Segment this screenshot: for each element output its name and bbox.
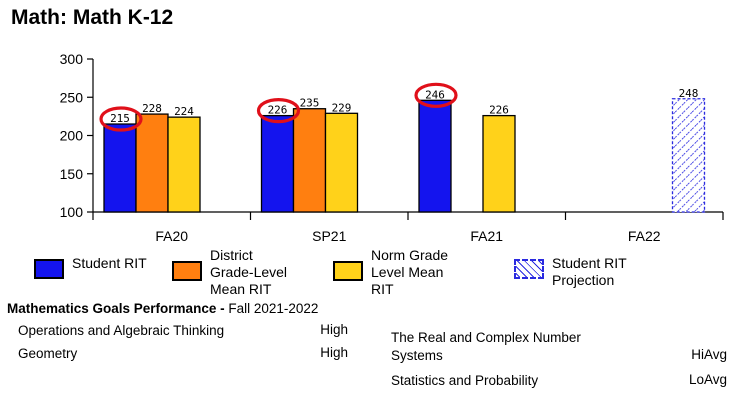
y-tick-label: 300: [60, 51, 84, 67]
legend-swatch: [172, 261, 202, 281]
data-label: 226: [268, 104, 288, 117]
chart-axes: 100 150 200 250 300 FA20 SP21 FA21 FA22: [60, 51, 724, 244]
legend-item: District Grade-Level Mean RIT: [172, 247, 287, 298]
highlight-circle: [256, 98, 301, 124]
bar: [482, 114, 516, 213]
y-tick-label: 100: [60, 204, 84, 220]
y-tick-label: 200: [60, 128, 84, 144]
goal-level: LoAvg: [688, 372, 727, 387]
legend-label: District Grade-Level Mean RIT: [210, 247, 288, 297]
goals-heading: Mathematics Goals Performance - Fall 202…: [7, 301, 318, 316]
legend-swatch: [333, 261, 363, 281]
data-label: 246: [425, 88, 445, 101]
bar: [260, 114, 295, 213]
legend-label: Student RIT: [72, 255, 147, 271]
goal-level: High: [320, 322, 348, 337]
chart-labels: 215 226 246 228 235 224 229 226 248: [99, 82, 699, 132]
legend-swatch: [34, 259, 64, 279]
data-label: 235: [300, 97, 320, 110]
goal-name: Statistics and Probability: [391, 373, 539, 388]
bar: [167, 116, 201, 213]
x-tick-label: SP21: [312, 228, 346, 244]
goal-level: HiAvg: [691, 347, 727, 362]
highlight-circle: [414, 82, 458, 108]
data-label: 248: [679, 87, 699, 100]
legend-item: Student RIT Projection: [514, 255, 627, 289]
bar: [671, 98, 706, 213]
data-label: 226: [489, 104, 509, 117]
legend-swatch: [514, 259, 544, 279]
data-label: 224: [174, 105, 194, 118]
bar: [324, 112, 359, 213]
legend-label: Norm Grade Level Mean RIT: [371, 247, 449, 297]
page-title: Math: Math K-12: [11, 6, 174, 29]
goal-level: High: [320, 345, 348, 360]
highlight-circle: [99, 106, 143, 132]
legend-item: Norm Grade Level Mean RIT: [333, 247, 448, 298]
data-label: 215: [110, 112, 130, 125]
data-label: 229: [332, 101, 352, 114]
goals-heading-title: Mathematics Goals Performance -: [7, 301, 225, 316]
x-tick-label: FA21: [470, 228, 503, 244]
y-tick-label: 250: [60, 89, 84, 105]
goal-name: Geometry: [18, 346, 78, 361]
legend-item: Student RIT: [34, 255, 147, 279]
rit-bar-chart: 100 150 200 250 300 FA20 SP21 FA21 FA22 215 226 24…: [60, 51, 724, 244]
x-tick-label: FA20: [155, 228, 188, 244]
bar: [135, 113, 169, 213]
goal-name: Operations and Algebraic Thinking: [18, 323, 225, 338]
bar: [103, 123, 137, 213]
goal-name: The Real and Complex Number Systems: [391, 330, 581, 363]
bar: [418, 99, 452, 213]
chart-bars: [103, 98, 706, 213]
goals-heading-term: Fall 2021-2022: [224, 301, 319, 316]
x-tick-label: FA22: [628, 228, 661, 244]
data-label: 228: [142, 102, 162, 115]
legend-label: Student RIT Projection: [552, 255, 627, 288]
y-tick-label: 150: [60, 166, 84, 182]
bar: [292, 108, 327, 213]
